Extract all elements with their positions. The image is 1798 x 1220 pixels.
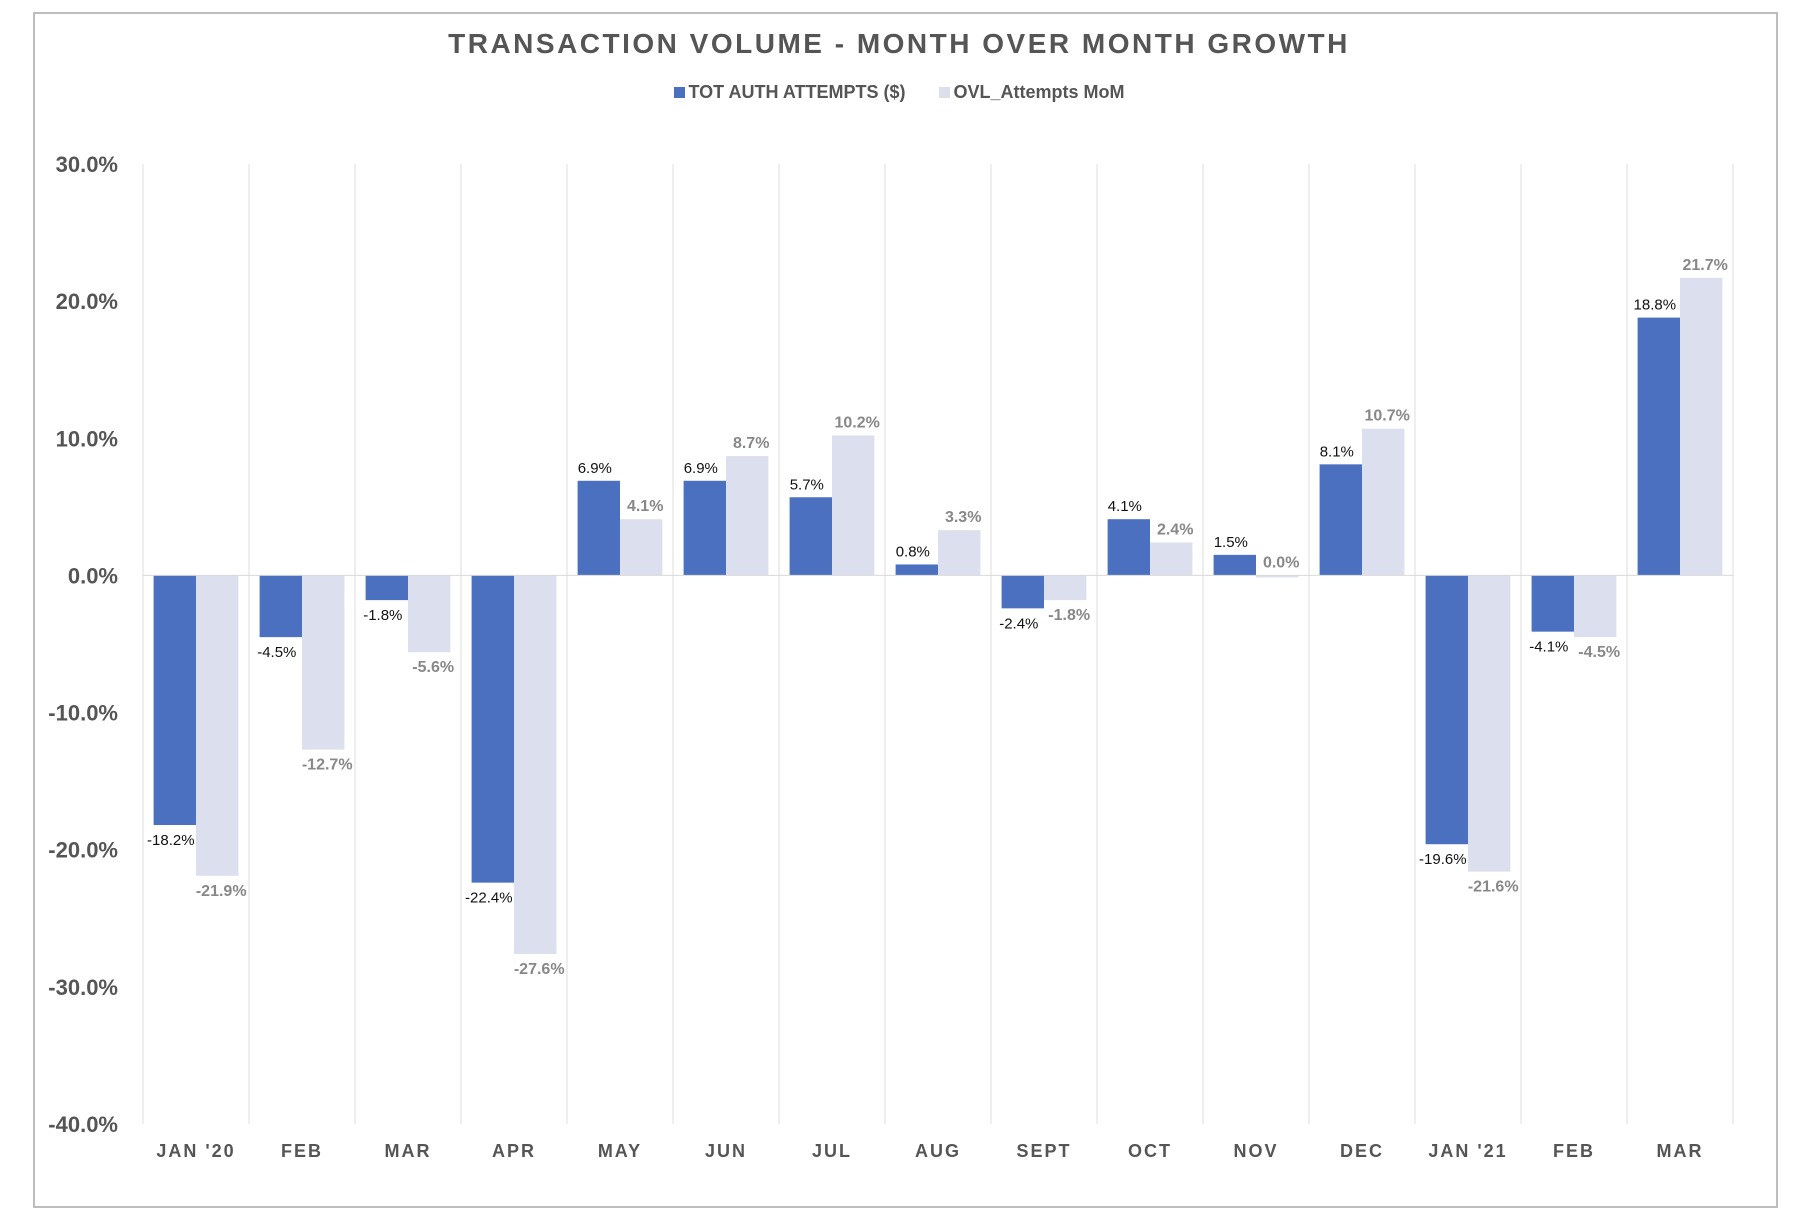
data-label-series-1: 18.8% xyxy=(1634,297,1677,314)
legend-swatch-series-1 xyxy=(673,87,685,98)
x-tick-label: NOV xyxy=(1233,1141,1278,1161)
bar-series-2 xyxy=(832,435,875,576)
y-tick-label: 10.0% xyxy=(56,426,118,451)
bar-series-1 xyxy=(365,575,408,601)
bar-series-1 xyxy=(1107,519,1150,576)
bar-series-1 xyxy=(895,564,938,576)
bar-series-2 xyxy=(1468,575,1511,872)
data-label-series-1: -4.1% xyxy=(1529,639,1568,656)
data-label-series-2: 4.1% xyxy=(627,498,663,515)
bar-series-1 xyxy=(153,575,196,826)
data-label-series-1: -18.2% xyxy=(147,832,195,849)
y-tick-label: 30.0% xyxy=(56,152,118,177)
data-label-series-2: -21.9% xyxy=(196,883,247,900)
bar-series-2 xyxy=(1680,277,1723,576)
x-tick-label: FEB xyxy=(1553,1141,1595,1161)
data-label-series-1: 6.9% xyxy=(684,460,718,477)
x-tick-label: MAY xyxy=(598,1141,642,1161)
data-label-series-2: 2.4% xyxy=(1157,522,1193,539)
x-tick-label: DEC xyxy=(1340,1141,1384,1161)
data-label-series-2: 21.7% xyxy=(1683,257,1728,274)
bar-series-1 xyxy=(1213,554,1256,576)
legend-item-series-2: OVL_Attempts MoM xyxy=(938,82,1125,103)
bar-series-1 xyxy=(683,480,726,576)
chart-title: TRANSACTION VOLUME - MONTH OVER MONTH GR… xyxy=(448,28,1350,59)
bar-series-1 xyxy=(1425,575,1468,845)
x-tick-label: JAN '21 xyxy=(1428,1141,1507,1161)
data-label-series-1: 0.8% xyxy=(896,543,930,560)
bar-series-1 xyxy=(1319,464,1362,576)
x-tick-label: APR xyxy=(492,1141,536,1161)
x-tick-label: FEB xyxy=(281,1141,323,1161)
data-label-series-2: 8.7% xyxy=(733,435,769,452)
legend-label-series-1: TOT AUTH ATTEMPTS ($) xyxy=(688,82,906,102)
bar-series-2 xyxy=(726,456,769,576)
bar-series-2 xyxy=(1044,575,1087,601)
bar-series-1 xyxy=(1001,575,1044,609)
bar-series-2 xyxy=(1362,428,1405,576)
y-tick-label: 0.0% xyxy=(68,563,118,588)
legend-label-series-2: OVL_Attempts MoM xyxy=(953,82,1125,102)
x-tick-label: JAN '20 xyxy=(156,1141,235,1161)
legend-swatch-series-2 xyxy=(938,87,950,98)
data-label-series-2: 10.2% xyxy=(835,415,880,432)
bar-series-2 xyxy=(1150,542,1193,576)
data-label-series-2: -1.8% xyxy=(1048,607,1090,624)
bar-series-2 xyxy=(1256,575,1299,578)
bar-series-2 xyxy=(302,575,345,750)
data-label-series-2: -27.6% xyxy=(514,961,565,978)
x-tick-label: MAR xyxy=(1657,1141,1704,1161)
bar-series-2 xyxy=(938,530,981,576)
bar-series-1 xyxy=(789,497,832,576)
bar-series-2 xyxy=(1574,575,1617,638)
data-label-series-2: -12.7% xyxy=(302,757,353,774)
data-label-series-1: -22.4% xyxy=(465,890,513,907)
legend: TOT AUTH ATTEMPTS ($) OVL_Attempts MoM xyxy=(0,82,1798,103)
y-tick-label: -30.0% xyxy=(48,975,118,1000)
data-label-series-2: 3.3% xyxy=(945,509,981,526)
x-tick-label: JUN xyxy=(705,1141,747,1161)
data-label-series-1: -2.4% xyxy=(999,615,1038,632)
bar-series-1 xyxy=(471,575,514,883)
data-label-series-1: 4.1% xyxy=(1108,498,1142,515)
bar-series-1 xyxy=(1637,317,1680,576)
x-tick-label: MAR xyxy=(385,1141,432,1161)
x-tick-label: OCT xyxy=(1128,1141,1172,1161)
bar-series-2 xyxy=(196,575,239,876)
data-label-series-1: 5.7% xyxy=(790,476,824,493)
bar-series-2 xyxy=(620,519,663,576)
data-label-series-2: -4.5% xyxy=(1578,644,1620,661)
data-label-series-2: 10.7% xyxy=(1365,408,1410,425)
y-tick-label: -10.0% xyxy=(48,701,118,726)
data-label-series-2: -21.6% xyxy=(1468,879,1519,896)
bar-series-2 xyxy=(514,575,557,954)
bar-series-2 xyxy=(408,575,451,653)
y-tick-label: 20.0% xyxy=(56,289,118,314)
data-label-series-2: -5.6% xyxy=(412,659,454,676)
data-label-series-1: 8.1% xyxy=(1320,443,1354,460)
bar-series-1 xyxy=(1531,575,1574,632)
x-tick-label: JUL xyxy=(812,1141,852,1161)
data-label-series-1: -4.5% xyxy=(257,644,296,661)
y-tick-label: -40.0% xyxy=(48,1112,118,1137)
x-tick-label: SEPT xyxy=(1016,1141,1071,1161)
data-label-series-2: 0.0% xyxy=(1263,554,1299,571)
y-tick-label: -20.0% xyxy=(48,838,118,863)
bar-series-1 xyxy=(259,575,302,638)
data-label-series-1: -19.6% xyxy=(1419,851,1467,868)
legend-item-series-1: TOT AUTH ATTEMPTS ($) xyxy=(673,82,906,103)
data-label-series-1: -1.8% xyxy=(363,607,402,624)
data-label-series-1: 6.9% xyxy=(578,460,612,477)
bar-series-1 xyxy=(577,480,620,576)
x-tick-label: AUG xyxy=(915,1141,961,1161)
data-label-series-1: 1.5% xyxy=(1214,534,1248,551)
